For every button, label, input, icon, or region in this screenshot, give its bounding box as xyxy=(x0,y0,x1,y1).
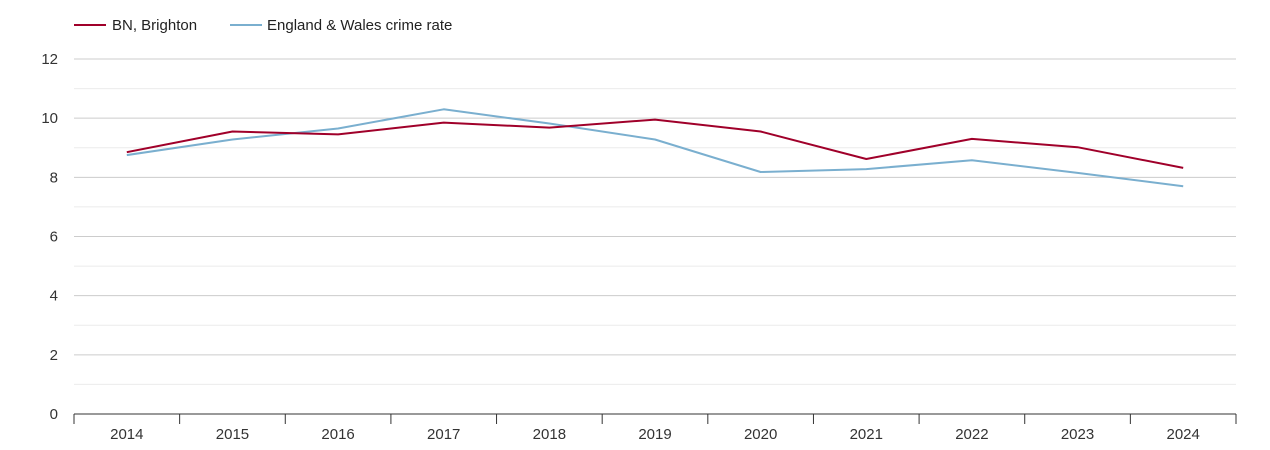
x-axis: 2014 2015 2016 2017 2018 2019 2020 2021 2022 2023… xyxy=(73,413,1237,443)
x-tick-label: 2024 xyxy=(1166,426,1199,443)
series-lines xyxy=(126,108,1184,188)
x-tick-label: 2019 xyxy=(638,426,671,443)
legend-label-england-wales: England & Wales crime rate xyxy=(267,17,452,34)
series-line-brighton xyxy=(126,118,1184,169)
x-tick-label: 2018 xyxy=(533,426,566,443)
x-tick-label: 2015 xyxy=(216,426,249,443)
x-tick-label: 2023 xyxy=(1061,426,1094,443)
y-tick-label: 8 xyxy=(50,169,58,186)
legend-label-brighton: BN, Brighton xyxy=(112,17,197,34)
gridlines xyxy=(74,58,1236,385)
y-tick-label: 2 xyxy=(50,347,58,364)
x-tick-label: 2014 xyxy=(110,426,143,443)
legend: BN, Brighton England & Wales crime rate xyxy=(74,17,452,34)
x-tick-label: 2017 xyxy=(427,426,460,443)
y-tick-label: 12 xyxy=(41,51,58,68)
y-axis: 0 2 4 6 8 10 12 xyxy=(41,51,58,423)
y-tick-label: 10 xyxy=(41,110,58,127)
y-tick-label: 0 xyxy=(50,406,58,423)
x-tick-label: 2020 xyxy=(744,426,777,443)
legend-item-england-wales[interactable]: England & Wales crime rate xyxy=(230,17,452,34)
x-tick-label: 2016 xyxy=(321,426,354,443)
x-tick-label: 2021 xyxy=(850,426,883,443)
y-tick-label: 6 xyxy=(50,229,58,246)
y-tick-label: 4 xyxy=(50,288,58,305)
legend-item-brighton[interactable]: BN, Brighton xyxy=(74,17,197,34)
x-tick-label: 2022 xyxy=(955,426,988,443)
series-line-england-wales xyxy=(126,108,1184,188)
